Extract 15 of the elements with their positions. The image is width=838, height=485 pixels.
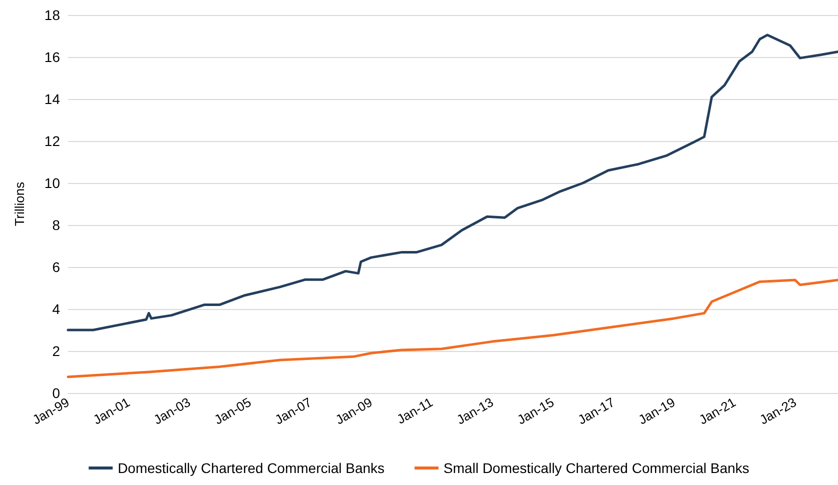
y-tick-label: 2	[52, 343, 60, 359]
y-tick-label: 6	[52, 259, 60, 275]
legend-label: Domestically Chartered Commercial Banks	[118, 460, 385, 476]
y-tick-label: 0	[52, 385, 60, 401]
line-series	[66, 278, 838, 378]
legend-label: Small Domestically Chartered Commercial Banks	[444, 460, 750, 476]
y-tick-label: 14	[44, 91, 60, 107]
y-tick-label: 18	[44, 7, 60, 23]
line-series	[66, 34, 838, 332]
y-tick-label: 4	[52, 301, 60, 317]
y-tick-label: 8	[52, 217, 60, 233]
y-tick-label: 12	[44, 133, 60, 149]
y-tick-label: 10	[44, 175, 60, 191]
y-tick-label: 16	[44, 49, 60, 65]
y-axis-title: Trillions	[12, 181, 27, 226]
